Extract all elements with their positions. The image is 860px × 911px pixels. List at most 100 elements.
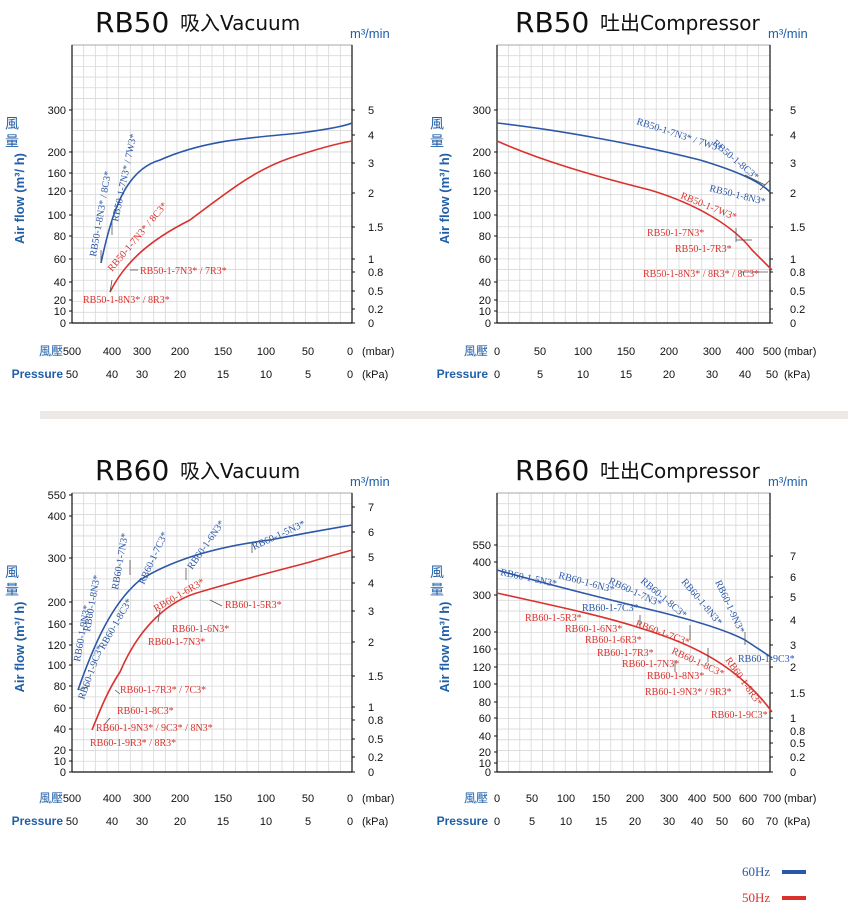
x-tick-kpa: 50 — [766, 369, 778, 381]
y-tick-label: 10 — [479, 306, 491, 318]
x-tick-mbar: 200 — [660, 346, 678, 358]
x-unit-mbar: (mbar) — [784, 793, 816, 805]
right-tick-label: 6 — [368, 527, 374, 539]
y-tick-label: 120 — [48, 640, 66, 652]
x-tick-mbar: 0 — [347, 346, 353, 358]
right-tick-label: 0.2 — [790, 304, 805, 316]
x-tick-kpa: 30 — [663, 816, 675, 828]
right-tick-label: 2 — [790, 188, 796, 200]
x-tick-mbar: 700 — [763, 793, 781, 805]
chart-title-mode: 吸入Vacuum — [180, 11, 300, 35]
x-tick-mbar: 150 — [592, 793, 610, 805]
y-tick-label: 20 — [479, 295, 491, 307]
annotation-tick — [209, 599, 223, 607]
unit-label-m3min: m³/min — [350, 474, 390, 489]
x-tick-mbar: 0 — [494, 793, 500, 805]
x-tick-kpa: 40 — [106, 816, 118, 828]
y-tick-label: 200 — [48, 597, 66, 609]
legend-60hz-swatch — [782, 870, 806, 874]
legend-50hz-label: 50Hz — [742, 890, 770, 905]
x-tick-mbar: 600 — [739, 793, 757, 805]
right-tick-label: 0.5 — [790, 286, 805, 298]
x-tick-mbar: 400 — [103, 793, 121, 805]
x-tick-kpa: 40 — [691, 816, 703, 828]
right-tick-label: 0.5 — [368, 286, 383, 298]
x-unit-mbar: (mbar) — [362, 793, 394, 805]
x-tick-kpa: 30 — [136, 369, 148, 381]
y-tick-label: 80 — [479, 697, 491, 709]
x-row2-label: Pressure — [437, 367, 489, 381]
x-tick-mbar: 50 — [526, 793, 538, 805]
y-tick-label: 300 — [48, 553, 66, 565]
series-60hz-line — [100, 122, 353, 264]
x-tick-kpa: 20 — [663, 369, 675, 381]
right-tick-label: 3 — [368, 606, 374, 618]
x-tick-mbar: 500 — [63, 793, 81, 805]
y-tick-label: 300 — [48, 105, 66, 117]
chart-title-model: RB50 — [95, 6, 169, 39]
y-tick-label: 80 — [479, 231, 491, 243]
right-tick-label: 1.5 — [368, 671, 383, 683]
chart-panel-3: RB60 吸入Vacuum m³/min5504003002001601201008… — [4, 454, 394, 828]
y-tick-label: 550 — [473, 540, 491, 552]
x-tick-kpa: 0 — [347, 369, 353, 381]
y-tick-label: 100 — [48, 210, 66, 222]
model-annotation: RB60-1-9R3* / 8R3* — [90, 738, 176, 749]
series-50hz-line — [109, 140, 353, 293]
series-60hz-line — [77, 524, 353, 691]
right-tick-label: 1 — [790, 713, 796, 725]
x-tick-mbar: 500 — [63, 346, 81, 358]
right-tick-label: 4 — [790, 615, 796, 627]
y-label-cn: 風 量 — [429, 116, 445, 148]
x-tick-mbar: 0 — [494, 346, 500, 358]
y-tick-label: 60 — [54, 703, 66, 715]
x-tick-mbar: 50 — [302, 346, 314, 358]
chart-title-model: RB60 — [95, 454, 169, 487]
right-tick-label: 0 — [368, 767, 374, 779]
y-tick-label: 160 — [473, 168, 491, 180]
y-tick-label: 0 — [485, 767, 491, 779]
x-tick-kpa: 20 — [174, 369, 186, 381]
x-tick-kpa: 30 — [706, 369, 718, 381]
model-annotation: RB60-1-6N3* — [185, 519, 227, 572]
chart-panel-2: RB50 吐出Compressor m³/min300200160120100806… — [429, 6, 816, 381]
y-tick-label: 20 — [54, 295, 66, 307]
y-tick-label: 100 — [473, 210, 491, 222]
model-annotation: RB60-1-8N3* — [647, 671, 704, 682]
y-tick-label: 40 — [54, 277, 66, 289]
y-tick-label: 550 — [48, 490, 66, 502]
model-annotation: RB60-1-6R3* — [152, 577, 207, 615]
x-unit-mbar: (mbar) — [784, 346, 816, 358]
model-annotation: RB50-1-8C3* — [710, 138, 760, 183]
series-60hz-line — [496, 569, 773, 659]
annotation-tick — [109, 279, 113, 293]
plot-grid — [71, 492, 353, 773]
right-tick-label: 7 — [368, 502, 374, 514]
y-tick-label: 100 — [48, 660, 66, 672]
right-tick-label: 1 — [368, 254, 374, 266]
model-annotation: RB60-1-9C3* — [738, 654, 795, 665]
x-tick-kpa: 70 — [766, 816, 778, 828]
x-row2-label: Pressure — [12, 814, 64, 828]
model-annotation: RB60-1-7N3* — [622, 659, 679, 670]
x-row2-label: Pressure — [437, 814, 489, 828]
right-tick-label: 0.8 — [790, 267, 805, 279]
y-tick-label: 10 — [479, 758, 491, 770]
annotation-tick — [77, 685, 91, 691]
y-tick-label: 400 — [473, 557, 491, 569]
y-tick-label: 100 — [473, 679, 491, 691]
x-row1-label: 風壓 — [464, 791, 488, 805]
model-annotation: RB50-1-7N3* / 7W3* — [110, 133, 139, 223]
model-annotation: RB60-1-7N3* — [148, 637, 205, 648]
x-tick-mbar: 100 — [257, 793, 275, 805]
y-tick-label: 200 — [473, 147, 491, 159]
y-label-cn: 風 量 — [4, 116, 20, 148]
x-tick-mbar: 200 — [171, 793, 189, 805]
legend: 60Hz 50Hz — [742, 864, 806, 905]
right-tick-label: 2 — [368, 637, 374, 649]
x-tick-mbar: 400 — [103, 346, 121, 358]
model-annotation: RB60-1-6N3* — [565, 624, 622, 635]
x-tick-mbar: 300 — [703, 346, 721, 358]
x-unit-kpa: (kPa) — [362, 369, 388, 381]
x-unit-kpa: (kPa) — [784, 369, 810, 381]
